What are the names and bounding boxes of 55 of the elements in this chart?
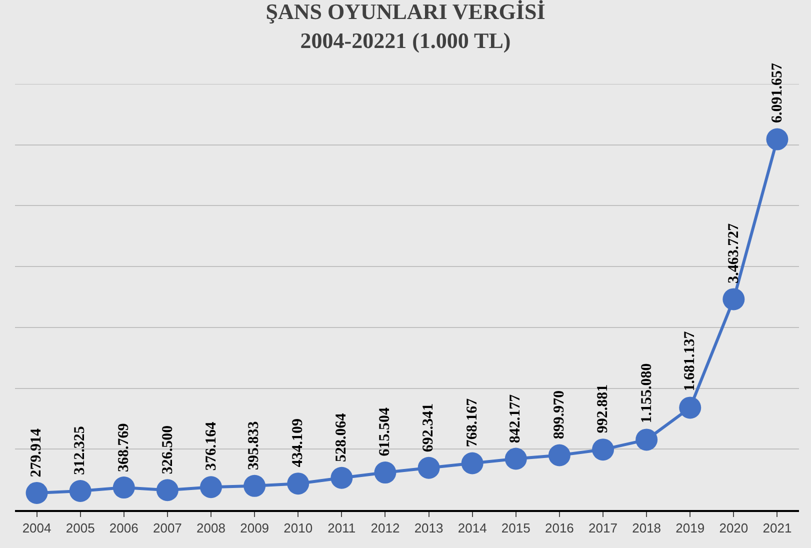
- x-tick-label: 2007: [152, 520, 182, 536]
- point: [418, 456, 440, 479]
- data-label: 899.970: [552, 390, 568, 440]
- point: [69, 480, 92, 502]
- x-tick-label: 2019: [676, 520, 705, 536]
- x-tick-label: 2008: [196, 520, 226, 536]
- x-tick-label: 2014: [458, 520, 487, 536]
- data-label: 3.463.727: [726, 222, 742, 284]
- point: [722, 288, 745, 310]
- point: [112, 476, 135, 499]
- point: [636, 428, 658, 451]
- x-tick-label: 2021: [762, 520, 792, 536]
- point: [287, 472, 310, 495]
- data-label: 279.914: [28, 428, 44, 478]
- point: [244, 474, 266, 497]
- data-label: 312.325: [72, 426, 88, 475]
- chart-title: ŞANS OYUNLARI VERGİSİ 2004-20221 (1.000 TL): [266, 0, 546, 53]
- data-label: 1.681.137: [682, 330, 698, 392]
- data-label: 434.109: [290, 418, 306, 468]
- point: [374, 462, 396, 484]
- x-tick-label: 2006: [109, 520, 138, 536]
- data-label: 1.155.080: [638, 363, 655, 424]
- x-tick-label: 2005: [66, 520, 95, 536]
- data-label: 842.177: [508, 394, 524, 444]
- data-label: 992.881: [594, 384, 611, 434]
- data-label: 615.504: [377, 407, 394, 456]
- x-tick-label: 2009: [240, 520, 270, 536]
- data-label: 368.769: [116, 423, 132, 472]
- x-tick-label: 2004: [22, 520, 52, 536]
- point: [504, 448, 527, 470]
- point: [461, 452, 484, 474]
- x-tick-label: 2010: [284, 520, 313, 536]
- data-label: 768.167: [464, 398, 481, 448]
- data-label: 395.833: [246, 421, 262, 470]
- point: [679, 396, 702, 419]
- data-label: 692.341: [420, 403, 436, 452]
- x-tick-label: 2011: [328, 520, 356, 536]
- point: [330, 466, 353, 489]
- x-tick-label: 2015: [501, 520, 530, 536]
- x-tick-label: 2020: [719, 520, 748, 536]
- point: [200, 476, 222, 498]
- data-label: 528.064: [333, 412, 350, 462]
- x-tick-label: 2017: [588, 520, 618, 536]
- x-tick-label: 2016: [544, 520, 574, 536]
- x-tick-label: 2013: [414, 520, 444, 536]
- point: [766, 128, 788, 150]
- data-label: 376.164: [203, 421, 220, 471]
- point: [26, 482, 48, 504]
- x-tick-label: 2012: [370, 520, 400, 536]
- point: [548, 444, 570, 466]
- point: [592, 438, 614, 461]
- x-tick-label: 2018: [632, 520, 662, 536]
- point: [156, 479, 178, 502]
- data-label: 6.091.657: [769, 62, 786, 123]
- data-label: 326.500: [160, 425, 176, 474]
